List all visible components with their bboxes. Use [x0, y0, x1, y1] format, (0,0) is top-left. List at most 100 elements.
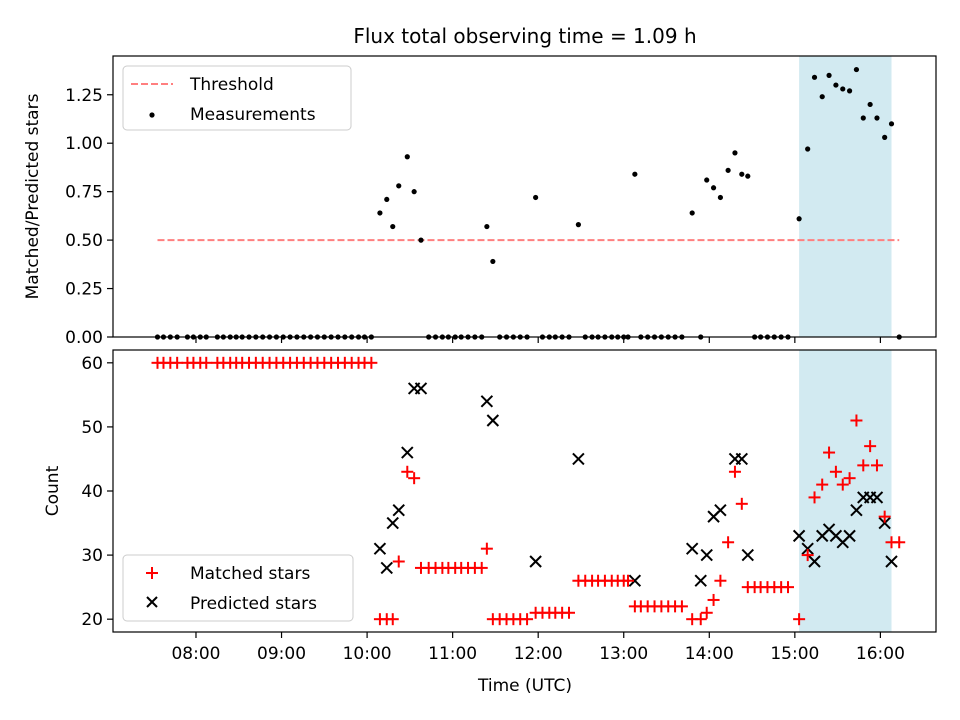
matched-point [823, 446, 836, 459]
predicted-point [401, 446, 414, 459]
legend-predicted-label: Predicted stars [190, 594, 317, 614]
matched-point [829, 465, 842, 478]
matched-point [878, 510, 891, 523]
bottom-xtick-label: 12:00 [514, 644, 563, 664]
measurement-point [725, 167, 731, 173]
measurement-point [632, 171, 638, 177]
measurement-point [840, 86, 846, 92]
top-ylabel: Matched/Predicted stars [23, 93, 43, 299]
matched-point [870, 459, 883, 472]
predicted-point [392, 504, 405, 517]
measurement-point [377, 210, 383, 216]
matched-point [801, 549, 814, 562]
top-x-ticks [195, 337, 881, 343]
matched-point [675, 600, 688, 613]
measurement-point [805, 146, 811, 152]
matched-points [151, 356, 906, 626]
bottom-xtick-label: 13:00 [599, 644, 648, 664]
top-ytick-label: 0.50 [65, 231, 103, 251]
predicted-point [843, 529, 856, 543]
legend-matched-label: Matched stars [190, 564, 310, 584]
measurement-point [811, 74, 818, 80]
matched-point [200, 356, 213, 369]
matched-point [781, 581, 794, 594]
predicted-point [850, 504, 863, 517]
top-ytick-label: 1.00 [65, 134, 103, 154]
bottom-ytick-label: 40 [81, 482, 103, 502]
predicted-point [380, 561, 393, 575]
matched-point [864, 440, 877, 453]
predicted-point [386, 516, 399, 530]
bottom-xtick-label: 09:00 [257, 644, 306, 664]
matched-point [562, 606, 575, 619]
measurement-point [846, 88, 853, 94]
predicted-point [486, 414, 500, 427]
measurement-point [384, 196, 390, 203]
measurement-point [575, 222, 581, 228]
matched-point [850, 414, 863, 427]
measurement-point [704, 177, 710, 183]
measurement-point [796, 216, 802, 222]
legend-predicted-swatch [146, 596, 158, 608]
matched-point [843, 472, 856, 485]
matched-point [714, 574, 727, 587]
predicted-point [480, 395, 494, 408]
top-legend-box [122, 65, 352, 131]
predicted-point [685, 542, 699, 555]
top-panel: 0.00 0.25 0.50 0.75 1.00 1.25 Matched/Predict… [23, 55, 937, 348]
top-highlight-span [799, 56, 892, 337]
predicted-point [735, 452, 749, 466]
bottom-ytick-label: 30 [81, 546, 103, 566]
predicted-point [801, 542, 814, 555]
predicted-point [870, 491, 884, 504]
matched-point [836, 478, 849, 491]
legend-matched-swatch [146, 567, 158, 579]
legend-threshold-label: Threshold [189, 75, 274, 95]
measurement-point [404, 154, 410, 160]
measurement-point [739, 171, 745, 177]
measurement-point [888, 121, 895, 127]
bottom-xtick-label: 16:00 [856, 644, 905, 664]
bottom-panel: 20 30 40 50 60 08:00 09:00 10:00 11:00 12:00 13:0… [43, 349, 937, 696]
bottom-legend-box [122, 554, 354, 622]
matched-point [171, 356, 184, 369]
matched-point [622, 574, 635, 587]
predicted-point [878, 516, 891, 530]
top-axes-frame [112, 55, 937, 338]
measurement-point [860, 115, 866, 121]
bottom-highlight-span [799, 350, 892, 632]
measurement-point [533, 194, 539, 201]
predicted-point [373, 542, 387, 555]
bottom-xtick-label: 14:00 [685, 644, 734, 664]
matched-point [401, 465, 414, 478]
predicted-point [741, 548, 754, 562]
measurement-point [484, 223, 490, 230]
predicted-point [694, 574, 707, 587]
bottom-ylabel: Count [43, 465, 63, 516]
matched-point [728, 465, 741, 478]
top-ytick-label: 0.25 [65, 280, 103, 300]
bottom-axes-frame [112, 349, 937, 633]
matched-point [893, 536, 906, 549]
measurement-point [867, 101, 873, 108]
bottom-ytick-label: 60 [81, 354, 103, 374]
matched-point [521, 613, 534, 626]
bottom-xlabel: Time (UTC) [477, 676, 572, 696]
matched-point [857, 459, 870, 472]
top-legend: Threshold Measurements [122, 65, 352, 131]
matched-point [475, 561, 488, 574]
measurement-point [826, 72, 832, 78]
measurement-point [732, 150, 738, 156]
measurement-point [819, 94, 825, 100]
top-ytick-label: 0.75 [65, 183, 103, 203]
measurement-point [396, 183, 402, 189]
bottom-xtick-label: 11:00 [428, 644, 477, 664]
top-ytick-label: 0.00 [65, 328, 103, 348]
top-y-ticks: 0.00 0.25 0.50 0.75 1.00 1.25 [65, 86, 113, 348]
measurement-point [490, 258, 496, 265]
matched-point [365, 356, 378, 369]
bottom-ytick-label: 50 [81, 418, 103, 438]
matched-point [480, 542, 493, 555]
matched-point [793, 613, 806, 626]
